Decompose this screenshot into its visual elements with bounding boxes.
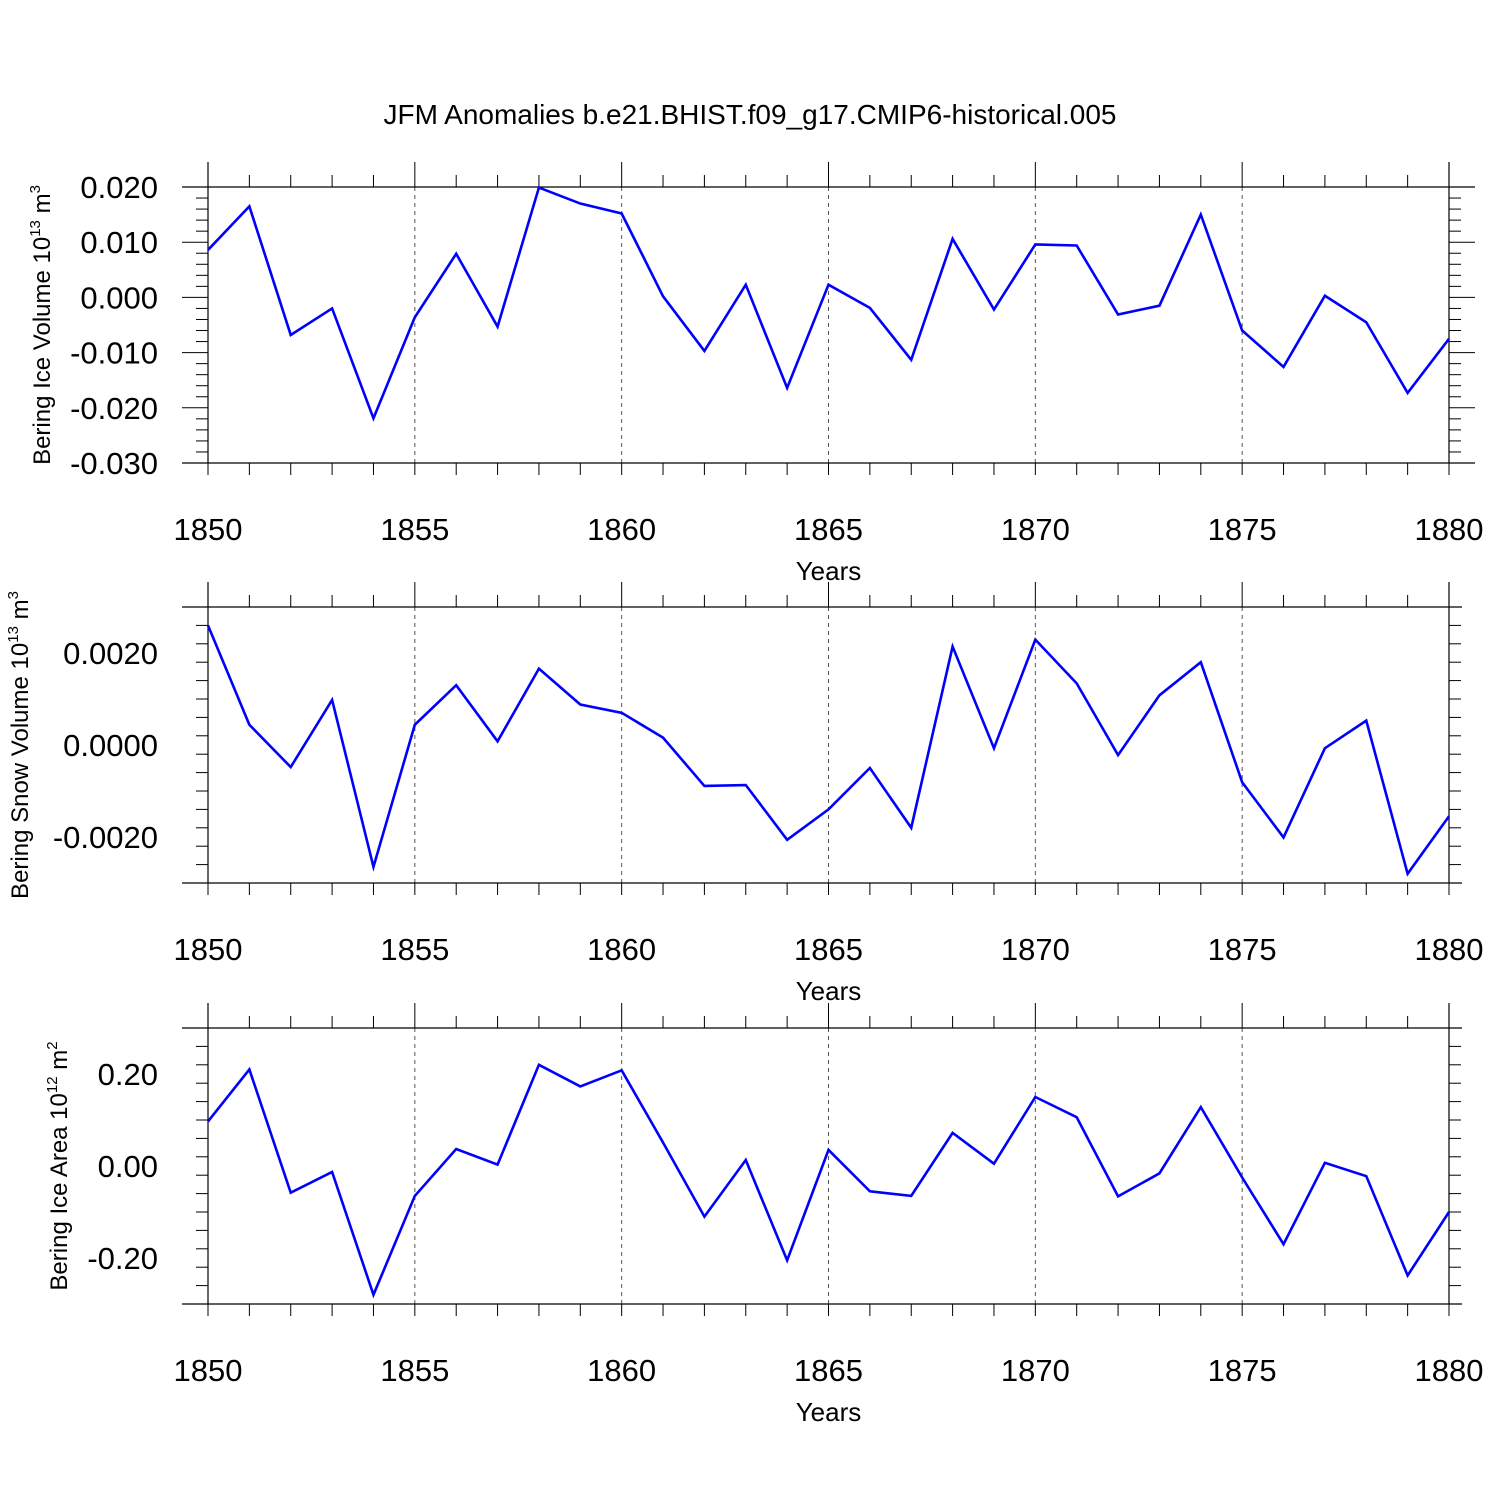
x-tick-label: 1865 (794, 1353, 863, 1388)
y-axis-label-text: Bering Snow Volume 10 (7, 643, 34, 899)
x-tick-label: 1860 (587, 932, 656, 967)
panel-3: -0.20 0.00 0.20 1850 1855 1860 1865 1870 1875 188… (44, 1003, 1483, 1427)
x-tick-label: 1850 (174, 1353, 243, 1388)
y-tick-label: -0.20 (87, 1241, 158, 1276)
y-axis-label-unit: m (29, 193, 56, 220)
x-axis-label: Years (796, 1397, 862, 1427)
y-tick-label: -0.020 (70, 391, 158, 426)
x-tick-label: 1855 (380, 512, 449, 547)
y-tick-label: 0.0000 (63, 728, 158, 763)
figure-title: JFM Anomalies b.e21.BHIST.f09_g17.CMIP6-… (383, 99, 1116, 130)
y-axis-label-sup: 13 (27, 220, 44, 237)
x-tick-label: 1875 (1208, 1353, 1277, 1388)
x-tick-label: 1870 (1001, 932, 1070, 967)
x-tick-label: 1850 (174, 512, 243, 547)
y-axis-label: Bering Snow Volume 1013 m3 (5, 591, 34, 899)
x-tick-label: 1865 (794, 932, 863, 967)
x-axis-label: Years (796, 556, 862, 586)
y-axis-label-unit: m (46, 1050, 73, 1077)
x-tick-label: 1880 (1415, 932, 1484, 967)
x-tick-label: 1855 (380, 1353, 449, 1388)
y-tick-label: -0.0020 (53, 820, 158, 855)
y-axis-label-unit-sup: 3 (27, 185, 44, 193)
y-tick-label: 0.000 (80, 280, 158, 315)
y-tick-label: 0.0020 (63, 636, 158, 671)
y-axis-label-unit-sup: 3 (5, 591, 22, 599)
y-tick-label: -0.010 (70, 336, 158, 371)
panels-container: -0.030 -0.020 -0.010 0.000 0.010 0.020 1850 185… (5, 162, 1483, 1427)
y-axis-label-text: Bering Ice Area 10 (46, 1093, 73, 1290)
x-tick-label: 1865 (794, 512, 863, 547)
x-tick-label: 1870 (1001, 1353, 1070, 1388)
y-tick-label: 0.020 (80, 170, 158, 205)
x-tick-label: 1880 (1415, 512, 1484, 547)
y-tick-label: 0.20 (98, 1057, 158, 1092)
panel-2: -0.0020 0.0000 0.0020 1850 1855 1860 1865 1870 1… (5, 582, 1483, 1006)
x-tick-label: 1875 (1208, 512, 1277, 547)
y-axis-label-sup: 13 (5, 626, 22, 643)
y-tick-label: 0.00 (98, 1149, 158, 1184)
x-tick-label: 1860 (587, 1353, 656, 1388)
x-tick-label: 1850 (174, 932, 243, 967)
y-axis-label-sup: 12 (44, 1076, 61, 1093)
x-tick-label: 1870 (1001, 512, 1070, 547)
x-axis-label: Years (796, 976, 862, 1006)
y-axis-label-unit: m (7, 599, 34, 626)
panel-1: -0.030 -0.020 -0.010 0.000 0.010 0.020 1850 185… (27, 162, 1483, 586)
x-tick-label: 1880 (1415, 1353, 1484, 1388)
x-tick-label: 1860 (587, 512, 656, 547)
y-tick-label: -0.030 (70, 446, 158, 481)
y-tick-label: 0.010 (80, 225, 158, 260)
y-axis-label: Bering Ice Volume 1013 m3 (27, 185, 56, 465)
y-axis-label-text: Bering Ice Volume 10 (29, 237, 56, 465)
x-tick-label: 1875 (1208, 932, 1277, 967)
y-axis-label-unit-sup: 2 (44, 1041, 61, 1049)
y-axis-label: Bering Ice Area 1012 m2 (44, 1041, 73, 1290)
x-tick-label: 1855 (380, 932, 449, 967)
